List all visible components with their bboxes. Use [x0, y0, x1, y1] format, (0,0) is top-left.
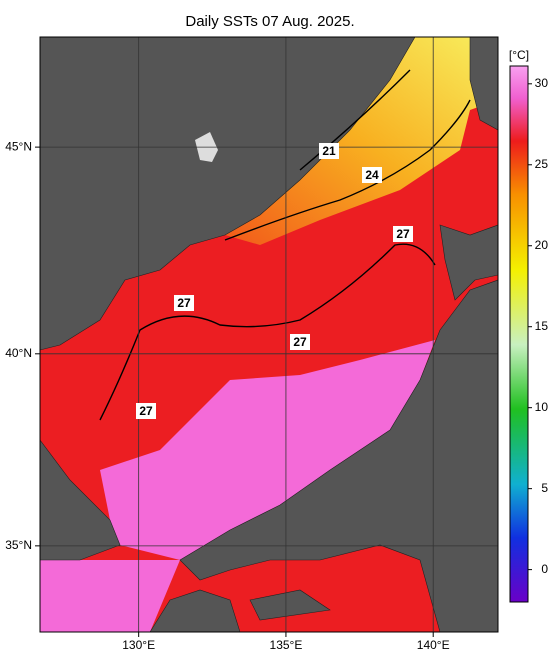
korea-south	[40, 439, 121, 561]
contour-label: 27	[177, 296, 191, 310]
mainland	[40, 37, 416, 351]
colorbar-tick-label: 5	[541, 481, 548, 495]
hokkaido	[439, 224, 498, 301]
contour-label-box	[290, 334, 310, 350]
kyushu	[149, 589, 241, 632]
isotherm	[99, 243, 436, 421]
y-tick-label: 35°N	[5, 538, 32, 552]
contour-label: 27	[139, 404, 153, 418]
colorbar-unit: [°C]	[509, 48, 529, 62]
shikoku	[249, 589, 331, 621]
contour-label: 27	[293, 335, 307, 349]
map-area	[40, 37, 498, 632]
title: Daily SSTs 07 Aug. 2025.	[185, 13, 354, 30]
isotherm	[299, 69, 411, 171]
colorbar	[509, 65, 529, 603]
map-frame	[39, 36, 499, 633]
colorbar-tick-label: 15	[535, 319, 549, 333]
colorbar-tick-label: 30	[535, 76, 549, 90]
colorbar-tick-label: 20	[535, 238, 549, 252]
contour-label-box	[174, 295, 194, 311]
sakhalin	[469, 37, 498, 131]
colorbar-tick-label: 25	[535, 157, 549, 171]
contour-label-box	[136, 403, 156, 419]
warm-southwest-region	[40, 560, 180, 632]
contour-label: 27	[396, 227, 410, 241]
honshu	[179, 279, 498, 632]
contour-label: 24	[365, 168, 379, 182]
contour-label-box	[319, 143, 339, 159]
isotherm	[224, 99, 471, 241]
contour-label: 21	[322, 144, 336, 158]
x-tick-label: 130°E	[122, 638, 155, 652]
y-tick-label: 40°N	[5, 346, 32, 360]
warm-south-region	[100, 340, 435, 560]
y-tick-label: 45°N	[5, 139, 32, 153]
x-tick-label: 135°E	[270, 638, 303, 652]
warm-north-band	[225, 37, 498, 245]
contour-label-box	[362, 167, 382, 183]
colorbar-tick-label: 10	[535, 400, 549, 414]
x-tick-label: 140°E	[417, 638, 450, 652]
colorbar-tick-label: 0	[541, 562, 548, 576]
contour-label-box	[393, 226, 413, 242]
